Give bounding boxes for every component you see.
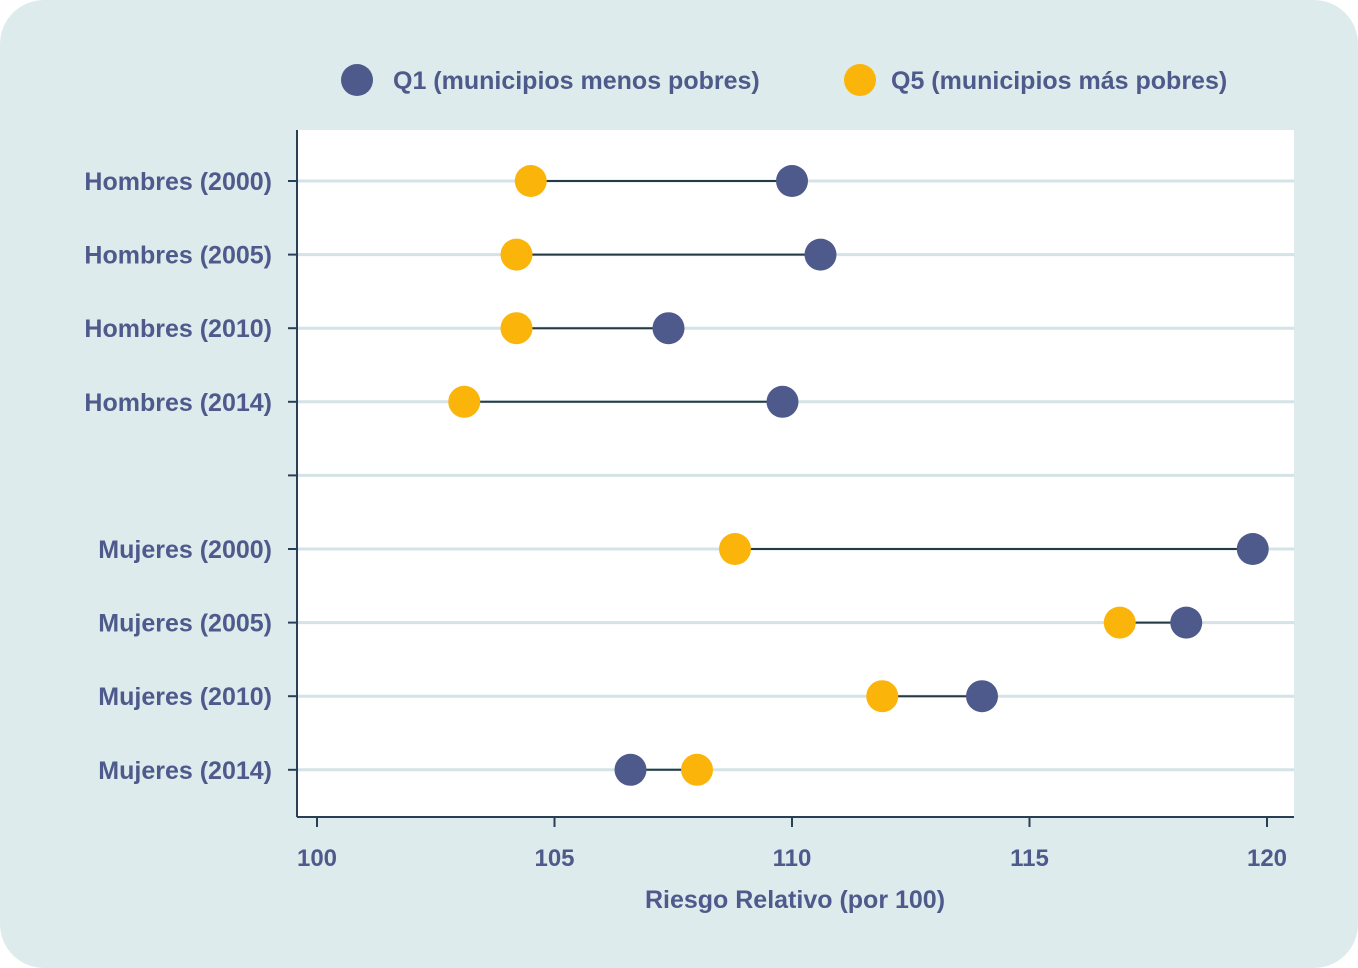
x-tick-label: 105: [534, 845, 574, 872]
category-label: Hombres (2010): [84, 315, 272, 343]
x-tick-label: 120: [1247, 845, 1287, 872]
q5-point: [514, 165, 547, 197]
category-label: Hombres (2005): [84, 242, 272, 270]
x-tick-label: 100: [297, 845, 337, 872]
legend: Q1 (municipios menos pobres) Q5 (municip…: [341, 64, 1227, 96]
q5-point: [500, 312, 533, 345]
category-label: Hombres (2000): [84, 168, 272, 196]
q5-point: [681, 753, 713, 786]
x-tick-label: 110: [773, 845, 812, 872]
q5-point: [719, 533, 751, 565]
x-tick-label: 115: [1010, 845, 1049, 872]
legend-marker-q5: [844, 64, 876, 96]
legend-label-q5: Q5 (municipios más pobres): [891, 67, 1227, 95]
q1-point: [804, 238, 837, 271]
q5-point: [866, 680, 899, 713]
category-label: Hombres (2014): [84, 389, 272, 417]
dumbbell-marks: [448, 165, 1269, 786]
category-label: Mujeres (2000): [98, 536, 272, 564]
q5-point: [500, 238, 533, 271]
plot-area: [297, 130, 1294, 817]
q1-point: [1236, 533, 1269, 565]
category-label: Mujeres (2014): [98, 757, 272, 785]
q5-point: [1103, 606, 1136, 639]
q1-point: [766, 385, 799, 418]
q1-point: [966, 680, 998, 713]
legend-label-q1: Q1 (municipios menos pobres): [393, 67, 760, 95]
q1-point: [614, 753, 647, 786]
category-labels: Hombres (2000) Hombres (2005) Hombres (201…: [84, 168, 272, 785]
q1-point: [776, 165, 808, 197]
category-label: Mujeres (2005): [98, 610, 272, 638]
legend-marker-q1: [341, 64, 373, 96]
x-tick-labels: 100 105 110 115 120: [297, 845, 1287, 872]
axes: [288, 130, 1294, 827]
category-label: Mujeres (2010): [98, 683, 272, 711]
q1-point: [652, 312, 685, 345]
x-axis-title: Riesgo Relativo (por 100): [645, 886, 945, 914]
q1-point: [1170, 606, 1203, 639]
q5-point: [448, 385, 481, 418]
